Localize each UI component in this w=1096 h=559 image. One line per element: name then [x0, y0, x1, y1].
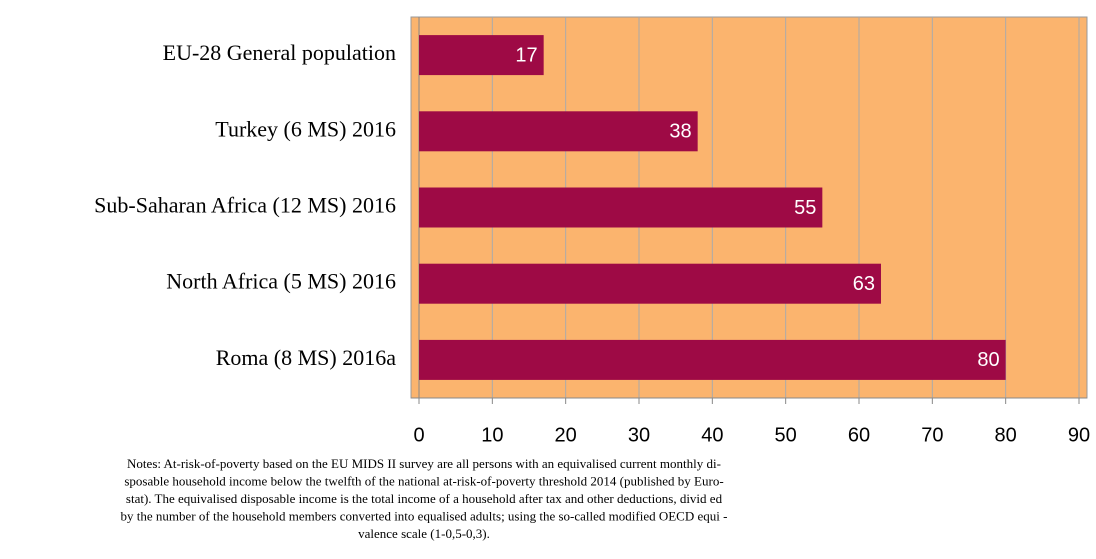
bar — [419, 187, 823, 228]
value-label: 80 — [977, 349, 999, 371]
note-line: sposable household income below the twel… — [124, 473, 723, 488]
note-line: by the number of the household members c… — [121, 508, 728, 523]
category-label: Roma (8 MS) 2016a — [216, 345, 397, 370]
value-label: 17 — [515, 44, 537, 66]
bar — [419, 35, 544, 76]
x-tick-label: 10 — [481, 424, 503, 446]
bar — [419, 111, 698, 152]
x-tick-label: 20 — [555, 424, 577, 446]
note-line: Notes: At-risk-of-poverty based on the E… — [127, 456, 721, 471]
bar — [419, 339, 1006, 380]
value-label: 55 — [794, 197, 816, 219]
category-label: Turkey (6 MS) 2016 — [215, 116, 396, 141]
note-line: stat). The equivalised disposable income… — [126, 491, 723, 506]
x-tick-label: 60 — [848, 424, 870, 446]
x-tick-label: 70 — [921, 424, 943, 446]
x-tick-label: 30 — [628, 424, 650, 446]
value-label: 63 — [853, 273, 875, 295]
bar — [419, 263, 881, 304]
value-label: 38 — [669, 121, 691, 143]
category-label: Sub-Saharan Africa (12 MS) 2016 — [94, 193, 396, 218]
category-label: EU-28 General population — [163, 40, 396, 65]
x-tick-label: 80 — [995, 424, 1017, 446]
x-tick-label: 40 — [701, 424, 723, 446]
x-tick-label: 90 — [1068, 424, 1090, 446]
x-tick-label: 0 — [413, 424, 424, 446]
category-label: North Africa (5 MS) 2016 — [166, 269, 396, 294]
note-line: valence scale (1-0,5-0,3). — [358, 526, 490, 541]
x-tick-label: 50 — [775, 424, 797, 446]
